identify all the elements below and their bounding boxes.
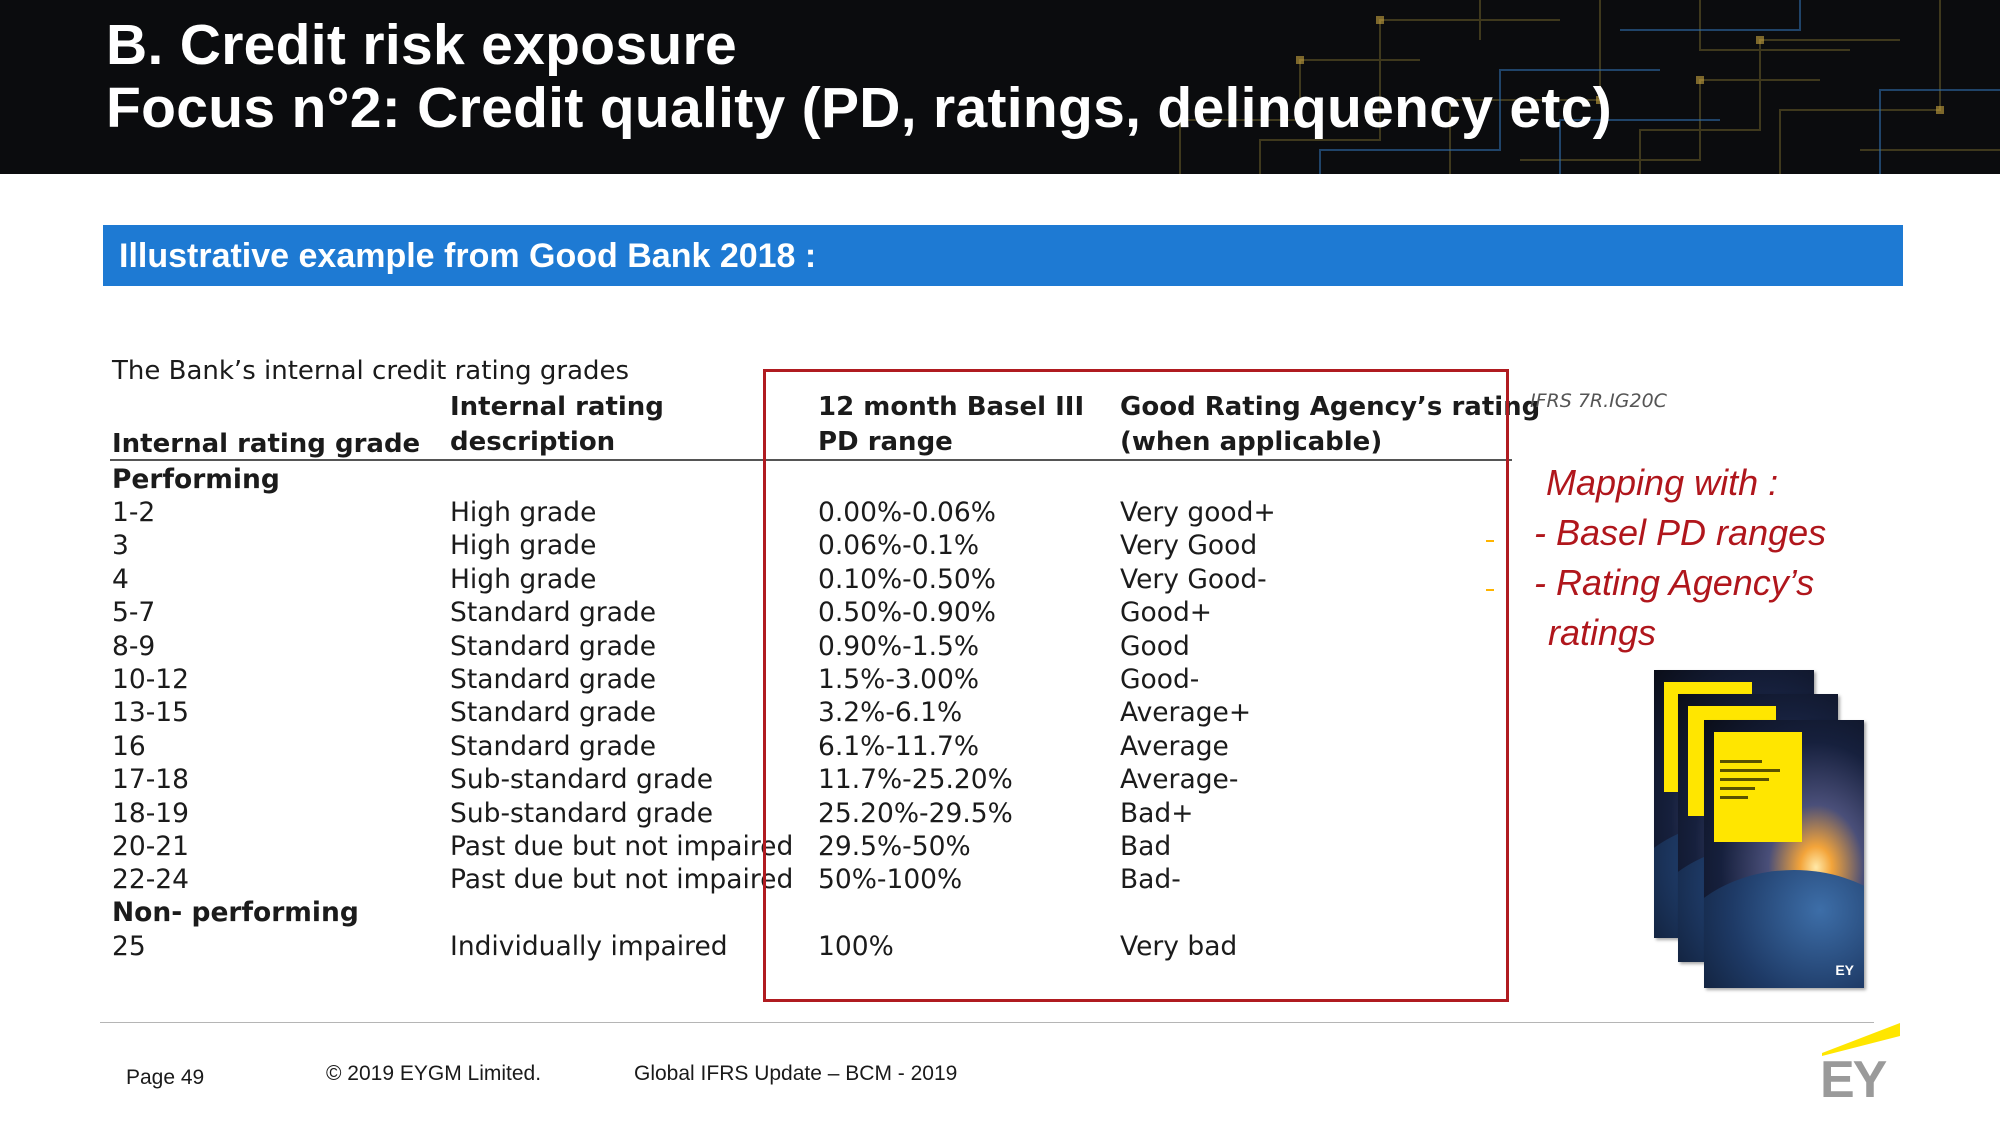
row-agency: Very Good- — [1120, 563, 1267, 595]
title-line-2: Focus n°2: Credit quality (PD, ratings, … — [106, 76, 1612, 140]
row-pd: 1.5%-3.00% — [818, 664, 980, 695]
report-cover: EY — [1704, 720, 1864, 988]
column-header-description-line1: Internal rating — [450, 392, 664, 422]
row-pd: 3.2%-6.1% — [818, 697, 963, 729]
footer-divider — [100, 1022, 1874, 1023]
row-description: Standard grade — [450, 630, 657, 662]
row-grade: 1-2 — [112, 497, 156, 528]
slide-title: B. Credit risk exposure Focus n°2: Credi… — [106, 14, 1612, 140]
row-agency: Very Good — [1120, 530, 1258, 562]
row-grade: 8-9 — [112, 630, 156, 662]
row-pd: 0.06%-0.1% — [818, 530, 980, 562]
row-25-pd: 100% — [818, 931, 894, 962]
row-agency: Average+ — [1120, 697, 1252, 729]
ey-logo-beam — [1822, 1023, 1900, 1056]
table-caption: The Bank’s internal credit rating grades — [112, 356, 630, 386]
row-description: Standard grade — [450, 697, 657, 729]
marker-dash — [1486, 540, 1494, 542]
cover-logo: EY — [1835, 962, 1854, 978]
row-agency: Average — [1120, 730, 1229, 762]
row-pd: 25.20%-29.5% — [818, 797, 1013, 829]
row-25-agency: Very bad — [1120, 931, 1238, 962]
row-grade: 18-19 — [112, 797, 190, 829]
row-agency: Average- — [1120, 764, 1239, 796]
row-agency: Bad- — [1120, 864, 1181, 896]
credit-rating-table: The Bank’s internal credit rating grades… — [0, 290, 1540, 1000]
row-description: Past due but not impaired — [450, 864, 794, 896]
mapping-line-4: ratings — [1548, 612, 1657, 653]
copyright: © 2019 EYGM Limited. — [326, 1062, 542, 1085]
row-description: High grade — [450, 563, 597, 595]
row-pd: 0.90%-1.5% — [818, 630, 980, 662]
row-description: Past due but not impaired — [450, 831, 794, 862]
row-pd: 29.5%-50% — [818, 831, 971, 862]
mapping-line-1: Mapping with : — [1546, 462, 1779, 503]
row-description: High grade — [450, 497, 597, 528]
marker-dash — [1486, 589, 1494, 591]
row-agency: Good+ — [1120, 597, 1212, 629]
row-description: High grade — [450, 530, 597, 562]
row-agency: Good — [1120, 630, 1190, 662]
highlight-box — [763, 369, 1509, 1002]
row-grade: 3 — [112, 530, 129, 562]
column-header-pd-line2: PD range — [818, 427, 953, 457]
ey-logo-text: EY — [1820, 1051, 1887, 1109]
circuit-background — [1179, 0, 2000, 174]
mapping-line-3: - Rating Agency’s — [1534, 562, 1815, 603]
row-grade: 4 — [112, 563, 129, 595]
row-pd: 6.1%-11.7% — [818, 730, 980, 762]
row-agency: Very good+ — [1120, 497, 1276, 528]
row-agency: Bad — [1120, 831, 1172, 862]
slide-header: B. Credit risk exposure Focus n°2: Credi… — [0, 0, 2000, 174]
row-description: Standard grade — [450, 597, 657, 629]
section-label-nonperforming: Non- performing — [112, 897, 359, 928]
column-header-agency-line2: (when applicable) — [1120, 427, 1383, 457]
title-line-1: B. Credit risk exposure — [106, 13, 737, 77]
column-header-pd-line1: 12 month Basel III — [818, 392, 1085, 422]
ey-logo: EY — [1820, 1020, 1902, 1110]
row-grade: 22-24 — [112, 864, 190, 896]
row-pd: 11.7%-25.20% — [818, 764, 1013, 796]
row-grade: 20-21 — [112, 831, 190, 862]
row-25-description: Individually impaired — [450, 931, 728, 962]
mapping-note: Mapping with : - Basel PD ranges - Ratin… — [1534, 458, 1826, 658]
row-pd: 0.00%-0.06% — [818, 497, 996, 528]
column-header-agency-line1: Good Rating Agency’s rating — [1120, 392, 1541, 422]
mapping-line-2: - Basel PD ranges — [1534, 512, 1827, 553]
ifrs-reference: IFRS 7R.IG20C — [1530, 390, 1667, 412]
row-grade: 5-7 — [112, 597, 156, 629]
report-covers-image: EY — [1650, 668, 1900, 998]
row-25-grade: 25 — [112, 931, 146, 962]
row-pd: 0.50%-0.90% — [818, 597, 996, 629]
row-grade: 16 — [112, 730, 146, 762]
row-description: Sub-standard grade — [450, 764, 714, 796]
row-grade: 10-12 — [112, 664, 190, 695]
row-pd: 0.10%-0.50% — [818, 563, 996, 595]
row-description: Sub-standard grade — [450, 797, 714, 829]
event-name: Global IFRS Update – BCM - 2019 — [634, 1062, 958, 1085]
row-description: Standard grade — [450, 664, 657, 695]
row-grade: 13-15 — [112, 697, 190, 729]
header-divider — [110, 459, 1512, 461]
row-pd: 50%-100% — [818, 864, 963, 896]
column-header-grade: Internal rating grade — [112, 429, 421, 459]
row-grade: 17-18 — [112, 764, 190, 796]
row-description: Standard grade — [450, 730, 657, 762]
section-banner: Illustrative example from Good Bank 2018… — [103, 225, 1903, 286]
page-number: Page 49 — [126, 1066, 205, 1089]
section-label-performing: Performing — [112, 464, 280, 495]
banner-text: Illustrative example from Good Bank 2018… — [119, 237, 817, 275]
row-agency: Good- — [1120, 664, 1200, 695]
row-agency: Bad+ — [1120, 797, 1194, 829]
column-header-description-line2: description — [450, 427, 616, 457]
